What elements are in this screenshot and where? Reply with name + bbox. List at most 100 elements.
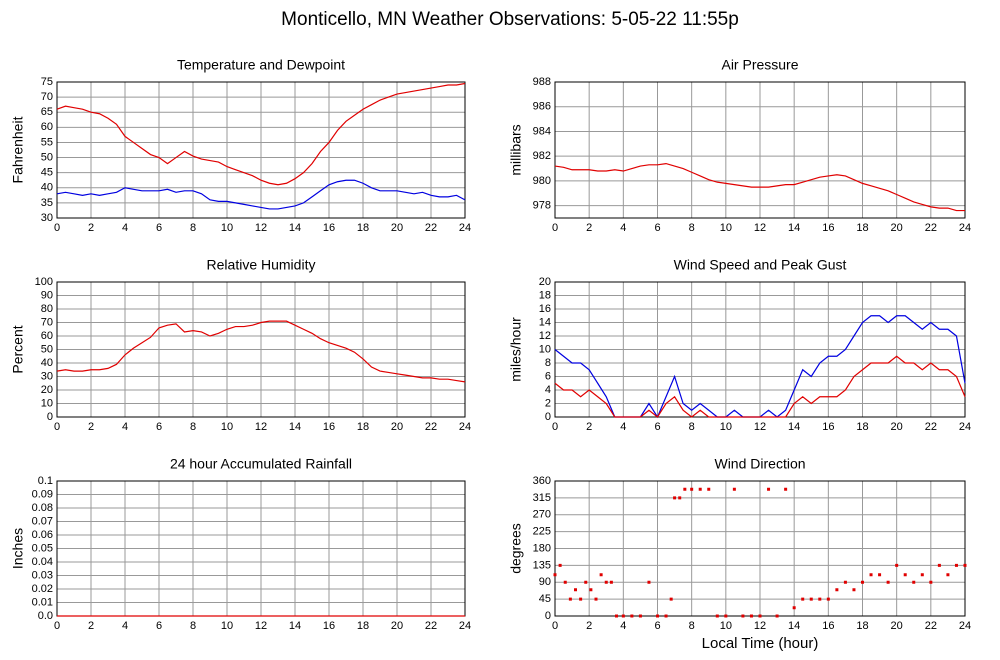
data-point (749, 614, 753, 618)
x-tick-label: 10 (720, 222, 732, 234)
x-tick-label: 10 (720, 620, 732, 632)
plot-frame (56, 281, 466, 418)
x-tick-label: 0 (54, 620, 60, 632)
x-tick-label: 16 (822, 620, 834, 632)
data-point (920, 573, 924, 577)
data-point (784, 487, 788, 491)
x-tick-label: 18 (856, 620, 868, 632)
data-point (673, 496, 677, 500)
x-tick-label: 8 (689, 421, 695, 433)
data-line (554, 355, 966, 418)
x-tick-label: 4 (620, 620, 626, 632)
y-tick-label: 30 (41, 370, 53, 382)
data-point (954, 563, 958, 567)
data-point (792, 606, 796, 610)
x-tick-label: 24 (959, 222, 971, 234)
x-tick-label: 16 (822, 421, 834, 433)
y-tick-label: 70 (41, 316, 53, 328)
data-point (843, 580, 847, 584)
data-point (589, 588, 593, 592)
data-point (690, 487, 694, 491)
x-tick-label: 2 (586, 222, 592, 234)
y-axis-label: millibars (508, 124, 524, 175)
data-point (698, 487, 702, 491)
data-point (946, 573, 950, 577)
x-tick-label: 24 (959, 421, 971, 433)
x-tick-label: 20 (391, 421, 403, 433)
x-tick-label: 18 (357, 620, 369, 632)
data-point (903, 573, 907, 577)
y-tick-label: 984 (533, 125, 551, 137)
x-tick-label: 14 (788, 421, 800, 433)
data-point (609, 580, 613, 584)
x-tick-label: 14 (788, 620, 800, 632)
data-point (758, 614, 762, 618)
y-tick-label: 0.04 (32, 556, 53, 568)
x-tick-label: 20 (891, 421, 903, 433)
y-tick-label: 180 (533, 542, 551, 554)
data-point (818, 597, 822, 601)
data-point (579, 597, 583, 601)
y-tick-label: 315 (533, 492, 551, 504)
x-tick-label: 6 (654, 222, 660, 234)
data-line (56, 179, 466, 210)
x-tick-label: 12 (255, 222, 267, 234)
data-point (826, 597, 830, 601)
data-line (56, 82, 466, 186)
x-tick-label: 14 (289, 620, 301, 632)
data-point (809, 597, 813, 601)
plot-frame (554, 81, 966, 219)
x-tick-label: 18 (856, 222, 868, 234)
data-point (775, 614, 779, 618)
x-tick-label: 22 (925, 421, 937, 433)
y-axis-label: degrees (508, 523, 524, 574)
data-point (767, 487, 771, 491)
y-tick-label: 225 (533, 526, 551, 538)
y-tick-label: 978 (533, 200, 551, 212)
x-tick-label: 14 (289, 421, 301, 433)
x-tick-label: 10 (221, 222, 233, 234)
x-tick-label: 0 (552, 222, 558, 234)
data-point (604, 580, 608, 584)
x-tick-label: 22 (425, 421, 437, 433)
x-tick-label: 4 (122, 620, 128, 632)
data-point (929, 580, 933, 584)
data-point (594, 597, 598, 601)
y-axis-label: Inches (10, 528, 26, 569)
y-tick-label: 70 (41, 91, 53, 103)
data-point (937, 563, 941, 567)
chart-title: 24 hour Accumulated Rainfall (170, 456, 352, 472)
data-point (801, 597, 805, 601)
x-tick-label: 14 (788, 222, 800, 234)
data-point (664, 614, 668, 618)
y-tick-label: 60 (41, 121, 53, 133)
y-tick-label: 4 (545, 384, 551, 396)
y-tick-label: 0.09 (32, 488, 53, 500)
y-tick-label: 40 (41, 182, 53, 194)
x-tick-label: 22 (925, 222, 937, 234)
data-point (563, 580, 567, 584)
x-tick-label: 6 (654, 421, 660, 433)
x-axis-label: Local Time (hour) (702, 635, 819, 652)
x-tick-label: 0 (552, 421, 558, 433)
data-point (895, 563, 899, 567)
x-tick-label: 8 (190, 421, 196, 433)
y-tick-label: 45 (41, 167, 53, 179)
x-tick-label: 20 (391, 620, 403, 632)
y-tick-label: 0.02 (32, 583, 53, 595)
x-tick-label: 4 (122, 421, 128, 433)
data-point (835, 588, 839, 592)
y-tick-label: 20 (41, 384, 53, 396)
x-tick-label: 20 (391, 222, 403, 234)
x-tick-label: 12 (754, 620, 766, 632)
data-line (554, 162, 965, 212)
x-tick-label: 6 (156, 222, 162, 234)
chart-title: Wind Speed and Peak Gust (674, 257, 847, 273)
y-tick-label: 982 (533, 150, 551, 162)
x-tick-label: 10 (720, 421, 732, 433)
page-title: Monticello, MN Weather Observations: 5-0… (281, 9, 739, 30)
data-point (638, 614, 642, 618)
x-tick-label: 2 (88, 620, 94, 632)
x-tick-label: 8 (689, 222, 695, 234)
